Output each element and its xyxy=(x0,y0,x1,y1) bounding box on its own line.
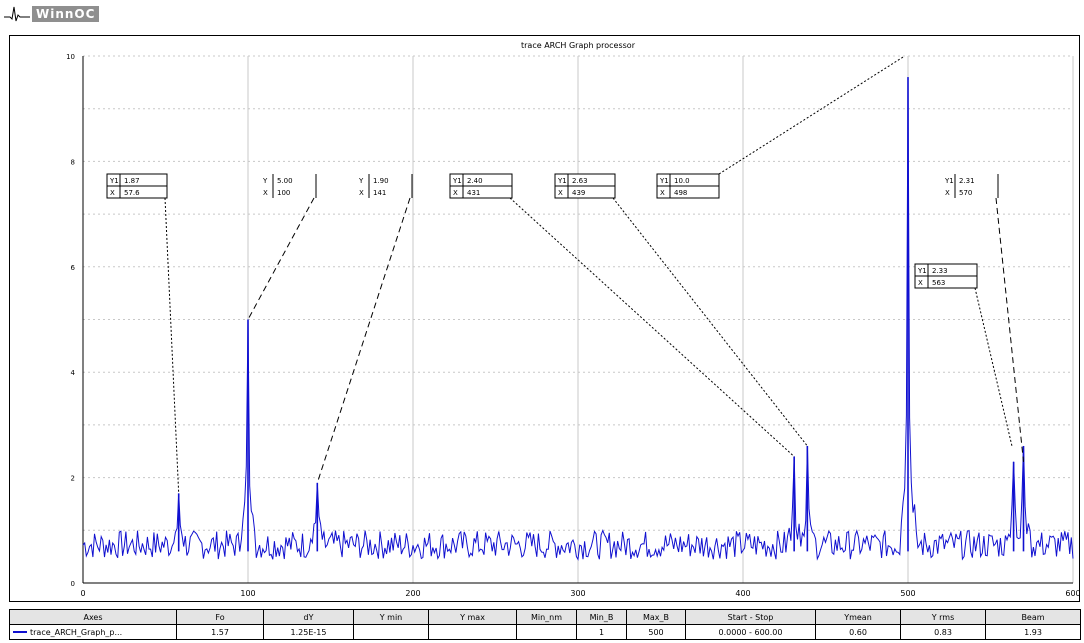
annotation-x-label: X xyxy=(359,189,364,197)
annotation-y-label: Y1 xyxy=(917,267,927,275)
legend-header: Y min xyxy=(353,609,429,625)
legend-row[interactable]: trace_ARCH_Graph_p... 1.57 1.25E-15 1 50… xyxy=(9,624,1081,640)
legend-header: Min_B xyxy=(576,609,627,625)
y-tick-label: 0 xyxy=(71,580,75,588)
y-tick-label: 6 xyxy=(71,264,76,272)
legend-header: Fo xyxy=(176,609,264,625)
waveform-icon xyxy=(4,6,30,22)
series-swatch xyxy=(13,631,27,633)
annotation-leader xyxy=(164,197,180,494)
annotation-x-value: 431 xyxy=(467,189,480,197)
annotation-x-label: X xyxy=(558,189,563,197)
annotation-leader xyxy=(612,197,808,447)
legend-cell: 1.57 xyxy=(176,624,264,640)
annotation-leader xyxy=(718,55,905,175)
legend-header: Beam xyxy=(985,609,1081,625)
annotation-leader xyxy=(509,197,795,457)
legend-cell xyxy=(428,624,517,640)
legend-cell: 0.0000 - 600.00 xyxy=(685,624,816,640)
annotation-x-label: X xyxy=(110,189,115,197)
annotation-leader xyxy=(247,197,315,320)
y-tick-label: 2 xyxy=(71,475,75,483)
legend-cell: 500 xyxy=(626,624,686,640)
annotation-y-value: 2.63 xyxy=(572,177,588,185)
annotation-leader xyxy=(316,197,411,484)
y-tick-label: 10 xyxy=(66,53,75,61)
legend-header: Max_B xyxy=(626,609,686,625)
legend-header: Ymean xyxy=(815,609,901,625)
legend-header: Axes xyxy=(9,609,177,625)
annotation-x-value: 570 xyxy=(959,189,972,197)
app-logo: WinnOC xyxy=(4,4,100,24)
legend-cell: 1 xyxy=(576,624,627,640)
chart-panel: trace ARCH Graph processor 0 100 200 300 400 5… xyxy=(9,35,1081,602)
legend-header: Min_nm xyxy=(516,609,577,625)
legend-header: Start - Stop xyxy=(685,609,816,625)
annotation-y-label: Y1 xyxy=(557,177,567,185)
legend-cell: 0.60 xyxy=(815,624,901,640)
annotation-y-label: Y1 xyxy=(944,177,954,185)
annotation-x-value: 141 xyxy=(373,189,386,197)
annotation-x-label: X xyxy=(660,189,665,197)
legend-series-name: trace_ARCH_Graph_p... xyxy=(30,627,123,637)
annotation-y-label: Y xyxy=(262,177,268,185)
legend-header: dY xyxy=(263,609,354,625)
legend-series-cell[interactable]: trace_ARCH_Graph_p... xyxy=(9,624,177,640)
legend-cell xyxy=(353,624,429,640)
annotation-x-value: 563 xyxy=(932,279,945,287)
annotation-y-label: Y xyxy=(358,177,364,185)
annotation-x-value: 57.6 xyxy=(124,189,140,197)
chart-title: trace ARCH Graph processor xyxy=(521,41,636,50)
annotation-x-value: 439 xyxy=(572,189,585,197)
legend-table: Axes Fo dY Y min Y max Min_nm Min_B Max_… xyxy=(9,609,1081,640)
annotation-x-label: X xyxy=(918,279,923,287)
legend-cell xyxy=(516,624,577,640)
annotation-y-value: 5.00 xyxy=(277,177,293,185)
annotation-y-value: 2.33 xyxy=(932,267,948,275)
x-tick-label: 600 xyxy=(1065,589,1079,598)
annotation-x-value: 100 xyxy=(277,189,290,197)
annotation-y-value: 10.0 xyxy=(674,177,690,185)
legend-header-row: Axes Fo dY Y min Y max Min_nm Min_B Max_… xyxy=(9,609,1081,625)
x-tick-label: 100 xyxy=(240,589,255,598)
x-tick-label: 0 xyxy=(80,589,85,598)
legend-cell: 1.93 xyxy=(985,624,1081,640)
x-tick-label: 300 xyxy=(570,589,585,598)
x-tick-label: 200 xyxy=(405,589,420,598)
annotation-y-value: 2.40 xyxy=(467,177,483,185)
y-tick-label: 4 xyxy=(71,369,76,377)
annotation-x-label: X xyxy=(453,189,458,197)
annotation-y-value: 1.90 xyxy=(373,177,389,185)
annotation-x-label: X xyxy=(945,189,950,197)
annotation-y-label: Y1 xyxy=(452,177,462,185)
annotation-leader xyxy=(995,197,1024,462)
annotation-y-value: 1.87 xyxy=(124,177,140,185)
legend-header: Y max xyxy=(428,609,517,625)
annotation-leader xyxy=(974,287,1013,447)
x-tick-label: 500 xyxy=(900,589,915,598)
legend-cell: 1.25E-15 xyxy=(263,624,354,640)
annotation-y-label: Y1 xyxy=(659,177,669,185)
x-tick-label: 400 xyxy=(735,589,750,598)
app-logo-text: WinnOC xyxy=(32,6,100,22)
annotation-y-value: 2.31 xyxy=(959,177,975,185)
annotation-x-value: 498 xyxy=(674,189,687,197)
annotation-x-label: X xyxy=(263,189,268,197)
legend-cell: 0.83 xyxy=(900,624,986,640)
legend-header: Y rms xyxy=(900,609,986,625)
y-tick-label: 8 xyxy=(71,158,75,166)
annotation-y-label: Y1 xyxy=(109,177,119,185)
